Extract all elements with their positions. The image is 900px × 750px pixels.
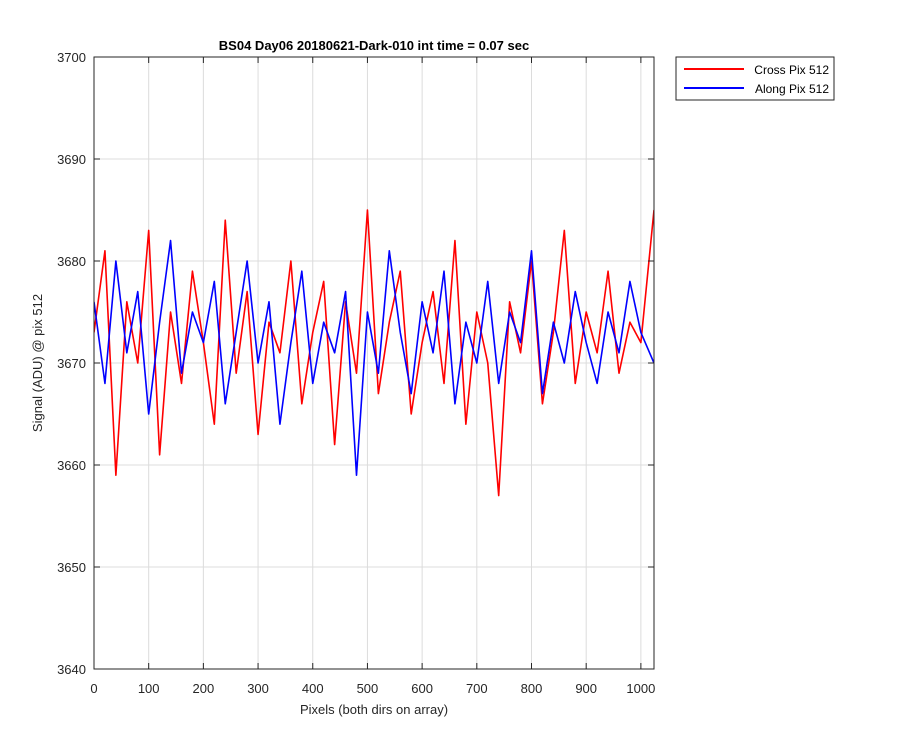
- y-tick-label: 3660: [57, 458, 86, 473]
- x-tick-label: 800: [521, 681, 543, 696]
- y-tick-label: 3680: [57, 254, 86, 269]
- plot-area: [94, 209, 654, 497]
- y-tick-label: 3690: [57, 152, 86, 167]
- x-tick-label: 700: [466, 681, 488, 696]
- y-axis-label: Signal (ADU) @ pix 512: [30, 294, 45, 432]
- axis-ticks: [93, 56, 654, 670]
- legend-label-cross: Cross Pix 512: [754, 63, 829, 77]
- y-tick-labels: 3640 3650 3660 3670 3680 3690 3700: [57, 50, 86, 677]
- chart-title: BS04 Day06 20180621-Dark-010 int time = …: [219, 38, 529, 53]
- x-tick-label: 0: [90, 681, 97, 696]
- y-tick-label: 3650: [57, 560, 86, 575]
- x-tick-label: 600: [411, 681, 433, 696]
- x-tick-label: 400: [302, 681, 324, 696]
- x-tick-labels: 0 100 200 300 400 500 600 700 800 900 1000: [90, 681, 655, 696]
- series-line-cross-pix-512: [94, 209, 654, 497]
- series-lines: [94, 209, 654, 497]
- legend-box: [675, 56, 835, 101]
- x-tick-label: 500: [357, 681, 379, 696]
- x-tick-label: 1000: [626, 681, 655, 696]
- x-tick-label: 200: [193, 681, 215, 696]
- x-tick-label: 100: [138, 681, 160, 696]
- y-tick-label: 3670: [57, 356, 86, 371]
- x-tick-label: 900: [575, 681, 597, 696]
- series-line-along-pix-512: [94, 239, 654, 477]
- y-tick-label: 3700: [57, 50, 86, 65]
- y-tick-label: 3640: [57, 662, 86, 677]
- legend-label-along: Along Pix 512: [755, 82, 829, 96]
- x-tick-label: 300: [247, 681, 269, 696]
- legend: Cross Pix 512 Along Pix 512: [675, 56, 835, 101]
- x-axis-label: Pixels (both dirs on array): [300, 702, 448, 717]
